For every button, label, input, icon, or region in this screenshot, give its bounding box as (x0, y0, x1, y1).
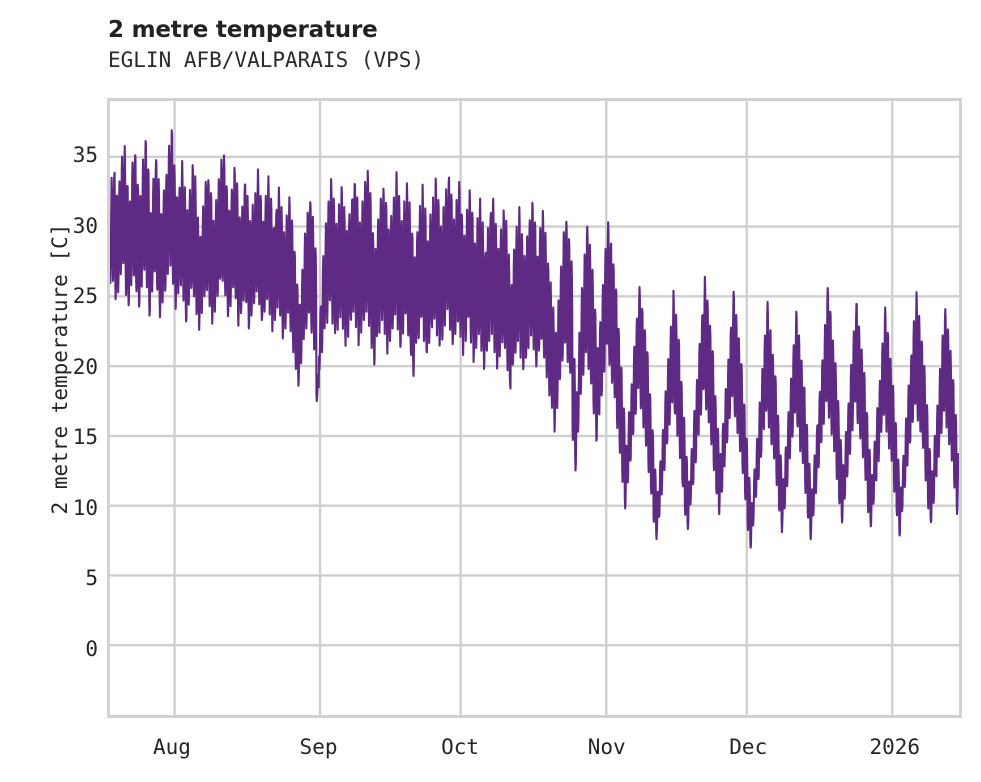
temperature-series (110, 101, 959, 715)
y-tick-label: 20 (72, 354, 98, 379)
x-tick-label: Nov (587, 735, 626, 759)
title-block: 2 metre temperature EGLIN AFB/VALPARAIS … (108, 16, 948, 73)
y-tick-label: 15 (72, 425, 98, 450)
chart-subtitle: EGLIN AFB/VALPARAIS (VPS) (108, 48, 425, 73)
x-tick-label: Oct (441, 735, 480, 759)
x-tick-label: 2026 (869, 735, 921, 759)
plot-area (107, 98, 962, 718)
y-tick-label: 5 (85, 566, 98, 591)
x-axis-tick-labels: Aug Sep Oct Nov Dec 2026 (107, 735, 962, 765)
x-tick-label: Dec (729, 735, 768, 759)
y-tick-label: 35 (72, 143, 98, 168)
y-axis-tick-labels: 0 5 10 15 20 25 30 35 (0, 98, 98, 718)
y-tick-label: 25 (72, 284, 98, 309)
y-tick-label: 10 (72, 495, 98, 520)
x-tick-label: Sep (299, 735, 338, 759)
y-tick-label: 0 (85, 636, 98, 661)
y-tick-label: 30 (72, 213, 98, 238)
x-tick-label: Aug (153, 735, 191, 759)
page-title: 2 metre temperature (108, 17, 378, 43)
